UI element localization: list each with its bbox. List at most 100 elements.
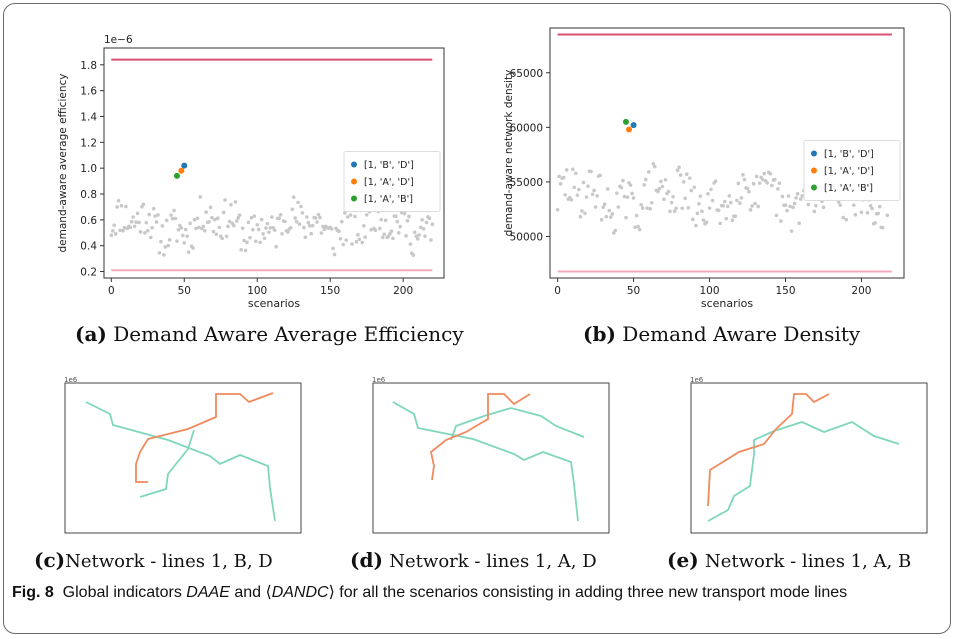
scenario-point: [208, 205, 213, 210]
x-tick-label: 200: [851, 285, 871, 297]
scenario-point: [592, 188, 596, 193]
y-tick-label: 1.4: [80, 111, 97, 123]
scenario-point: [780, 194, 785, 199]
scenario-point: [770, 183, 774, 188]
scenario-point: [563, 193, 567, 197]
figure-caption-text-1: Global indicators: [62, 584, 187, 601]
x-tick-label: 50: [178, 285, 191, 297]
scenario-point: [280, 231, 284, 236]
scenario-point: [607, 208, 612, 213]
scenario-point: [725, 204, 730, 209]
scenario-point: [313, 216, 318, 220]
scenario-point: [377, 226, 382, 231]
legend-marker: [351, 161, 357, 168]
scenario-point: [722, 199, 727, 204]
scenario-point: [415, 237, 420, 241]
scenario-point: [776, 187, 780, 191]
scenario-point: [211, 229, 216, 234]
scenario-point: [408, 242, 413, 246]
scenario-point: [253, 239, 258, 244]
scenario-point: [589, 169, 593, 174]
scenario-point: [354, 239, 359, 244]
scenario-point: [210, 215, 214, 220]
scenario-point: [748, 208, 753, 212]
scenario-point: [369, 227, 373, 232]
scenario-point: [135, 211, 140, 216]
scenario-point: [145, 228, 150, 233]
scenario-point: [637, 227, 642, 232]
scenario-point: [653, 164, 657, 169]
scenario-point: [170, 216, 175, 221]
scenario-point: [373, 228, 378, 232]
caption-b-label: (b): [583, 322, 616, 346]
scenario-point: [329, 227, 334, 231]
scenario-point: [423, 234, 427, 239]
scenario-point: [700, 209, 704, 214]
scenario-point: [692, 185, 697, 190]
y-axis-label: demand-aware average efficiency: [57, 74, 69, 253]
scenario-point: [255, 222, 260, 227]
scenario-point: [239, 247, 243, 252]
scenario-point: [182, 241, 187, 245]
scenario-point: [684, 172, 689, 176]
scenario-point: [791, 205, 795, 210]
x-tick-label: 0: [554, 285, 561, 297]
scenario-point: [656, 189, 660, 194]
x-tick-label: 0: [108, 285, 115, 297]
scenario-point: [701, 218, 706, 222]
scenario-point: [321, 224, 325, 229]
scenario-point: [794, 196, 798, 200]
scenario-point: [220, 236, 224, 241]
scenario-point: [738, 201, 742, 205]
scenario-point: [757, 181, 762, 185]
scenario-point: [880, 225, 885, 230]
scenario-point: [557, 174, 561, 179]
scenario-point: [645, 206, 650, 210]
network-panel-e: 1e6: [690, 376, 928, 534]
scenario-point: [590, 192, 595, 197]
scenario-point: [197, 225, 201, 230]
scenario-point: [167, 238, 172, 242]
y-axis-label: demand-aware network density: [503, 70, 515, 237]
caption-e-text: Network - lines 1, A, B: [705, 551, 912, 572]
scenario-point: [598, 173, 602, 178]
network-c-line-orange: [139, 392, 274, 453]
scenario-point: [876, 211, 880, 216]
scenario-point: [584, 195, 589, 199]
scenario-point: [124, 204, 128, 209]
scenario-point: [316, 212, 321, 217]
scenario-point: [364, 212, 369, 217]
scenario-point: [413, 230, 417, 235]
scenario-point: [659, 179, 663, 184]
scenario-point: [706, 192, 710, 196]
scenario-point: [137, 220, 141, 225]
scenario-point: [229, 202, 233, 207]
scenario-point: [310, 223, 315, 228]
scenario-point: [338, 236, 343, 241]
legend-marker: [351, 178, 357, 185]
scenario-point: [303, 235, 308, 240]
scenario-point: [147, 212, 152, 217]
scenario-point: [251, 227, 255, 232]
scenario-point: [788, 204, 792, 209]
scenario-point: [216, 216, 220, 220]
y-tick-label: 0.6: [80, 215, 97, 227]
legend-entry: [1, 'A', 'D']: [824, 166, 874, 177]
scenario-point: [192, 217, 197, 222]
scenario-point: [558, 182, 563, 186]
scenario-point: [853, 213, 858, 217]
scenario-point: [267, 230, 271, 234]
scenario-point: [395, 219, 400, 224]
scenario-point: [398, 224, 403, 229]
scenario-point: [668, 209, 672, 214]
scenario-point: [122, 225, 127, 230]
scenario-point: [628, 183, 633, 187]
legend-box: [343, 151, 441, 212]
y-tick-label: 0.4: [80, 241, 97, 253]
caption-c-label: (c): [34, 548, 66, 572]
scenario-point: [302, 225, 306, 230]
scenario-point: [274, 244, 278, 249]
scenario-point: [249, 215, 254, 220]
scenario-point: [806, 202, 811, 207]
scenario-point: [621, 178, 625, 183]
